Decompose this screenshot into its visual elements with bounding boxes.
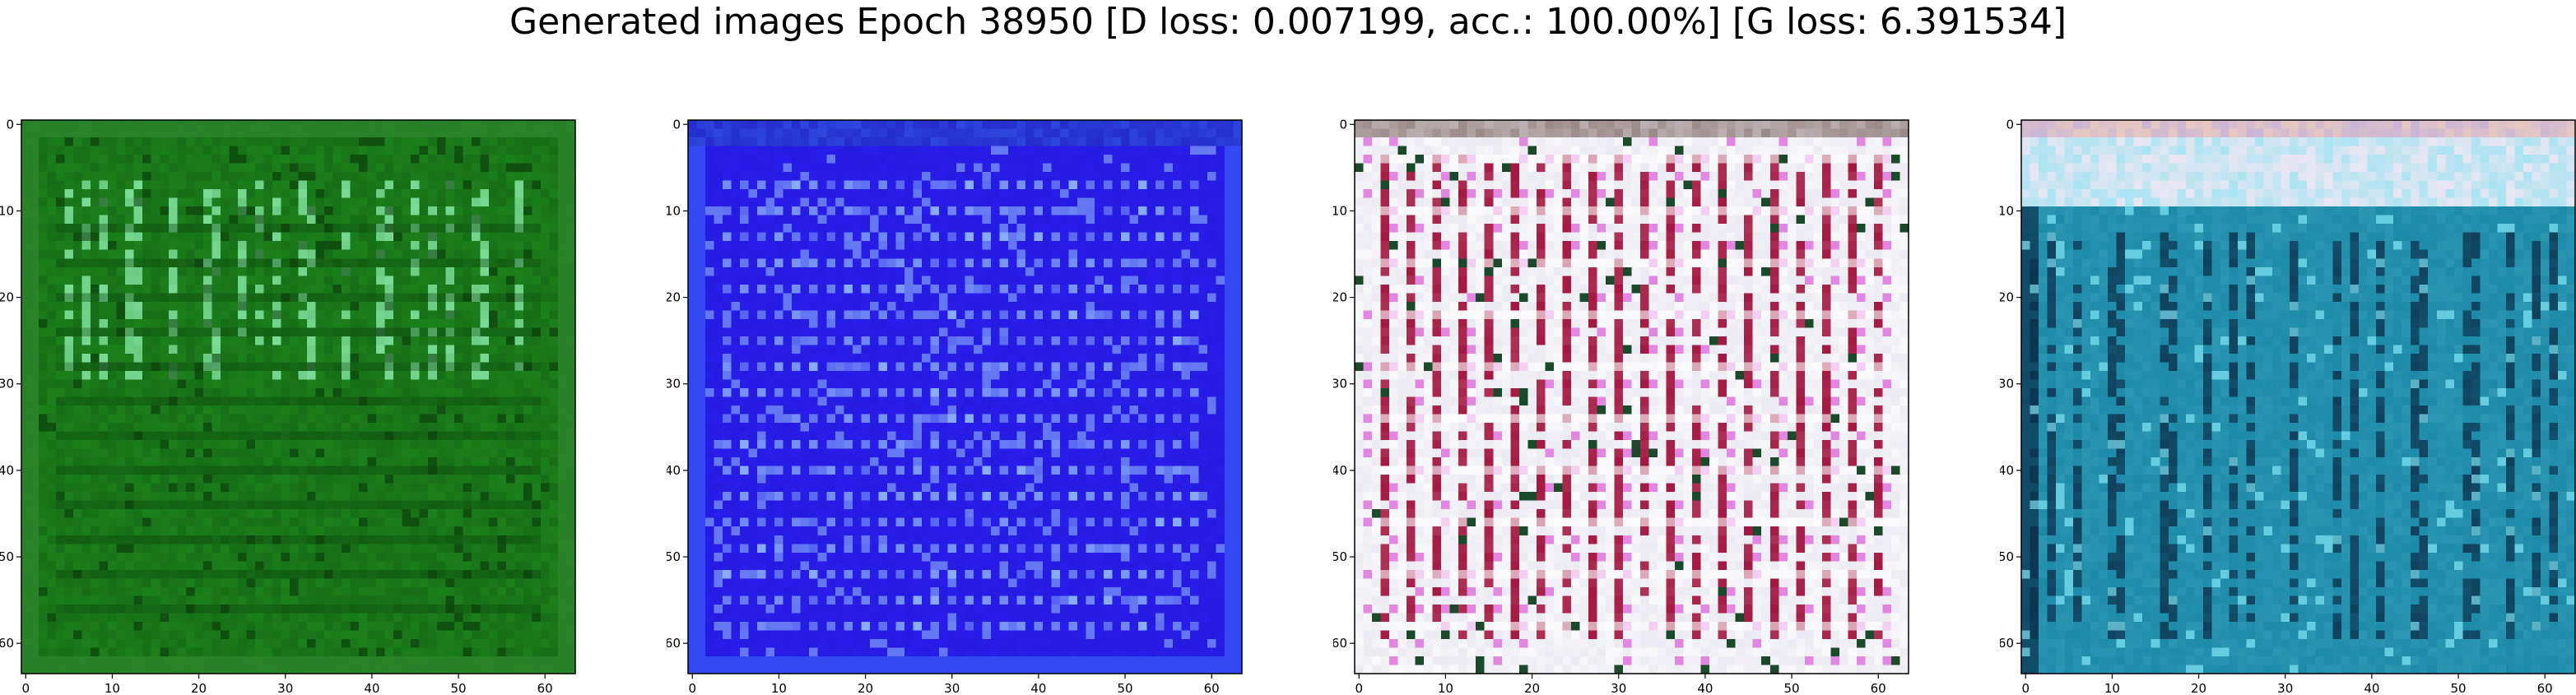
y-tick-label: 0 <box>1339 117 1347 132</box>
y-tick-label: 20 <box>1333 290 1347 305</box>
y-tick-label: 30 <box>1333 377 1347 392</box>
x-tick-label: 60 <box>537 681 553 695</box>
x-tick-label: 60 <box>2537 681 2553 695</box>
y-tick-label: 40 <box>0 463 14 478</box>
y-tick-label: 20 <box>667 290 681 305</box>
y-tick-label: 40 <box>1333 463 1347 478</box>
x-tick-label: 40 <box>1030 681 1046 695</box>
subplot-4-svg: 0 10 20 30 40 50 60 0 10 20 30 40 50 60 <box>2000 117 2576 695</box>
image-pixels <box>1355 120 1909 674</box>
x-tick-label: 0 <box>688 681 696 695</box>
y-tick-label: 60 <box>2000 636 2014 651</box>
subplot-4: 0 10 20 30 40 50 60 0 10 20 30 40 50 60 <box>2000 0 2576 695</box>
y-tick-label: 10 <box>1333 203 1347 218</box>
y-tick-label: 10 <box>0 203 14 218</box>
x-tick-label: 30 <box>944 681 960 695</box>
x-tick-label: 0 <box>21 681 30 695</box>
x-tick-label: 20 <box>1524 681 1540 695</box>
x-tick-label: 50 <box>1117 681 1132 695</box>
subplot-3: 0 10 20 30 40 50 60 0 10 20 30 40 50 60 <box>1333 0 1918 695</box>
x-tick-label: 40 <box>364 681 379 695</box>
x-tick-label: 30 <box>277 681 293 695</box>
x-tick-label: 10 <box>1438 681 1453 695</box>
x-tick-label: 20 <box>858 681 873 695</box>
x-tick-label: 10 <box>105 681 120 695</box>
subplot-1-svg: 0 10 20 30 40 50 60 0 10 20 30 40 50 60 <box>0 117 576 695</box>
x-tick-label: 20 <box>2191 681 2206 695</box>
subplot-2: 0 10 20 30 40 50 60 0 10 20 30 40 50 60 <box>667 0 1251 695</box>
y-tick-label: 50 <box>1333 549 1347 564</box>
x-tick-label: 50 <box>1783 681 1799 695</box>
x-tick-label: 40 <box>1697 681 1713 695</box>
y-tick-label: 0 <box>6 117 14 132</box>
y-tick-label: 40 <box>2000 463 2014 478</box>
y-tick-label: 50 <box>667 549 681 564</box>
y-tick-label: 50 <box>2000 549 2014 564</box>
x-tick-label: 10 <box>771 681 787 695</box>
y-tick-label: 40 <box>667 463 681 478</box>
y-tick-label: 30 <box>0 377 14 392</box>
y-tick-label: 0 <box>672 117 681 132</box>
x-tick-label: 0 <box>2021 681 2030 695</box>
x-tick-label: 60 <box>1204 681 1220 695</box>
axes-frame <box>687 119 1243 674</box>
y-tick-label: 20 <box>0 290 14 305</box>
axes-frame <box>1354 119 1909 674</box>
x-tick-label: 60 <box>1871 681 1886 695</box>
x-tick-label: 40 <box>2364 681 2379 695</box>
axes-frame <box>2020 119 2576 674</box>
y-tick-label: 0 <box>2006 117 2014 132</box>
y-tick-label: 60 <box>0 636 14 651</box>
y-tick-label: 60 <box>667 636 681 651</box>
subplot-1: 0 10 20 30 40 50 60 0 10 20 30 40 50 60 <box>0 0 584 695</box>
y-tick-label: 20 <box>2000 290 2014 305</box>
x-tick-label: 30 <box>1611 681 1626 695</box>
y-tick-label: 10 <box>2000 203 2014 218</box>
x-tick-label: 30 <box>2277 681 2293 695</box>
axes-frame <box>21 119 576 674</box>
subplot-3-svg: 0 10 20 30 40 50 60 0 10 20 30 40 50 60 <box>1333 117 1909 695</box>
x-tick-label: 20 <box>191 681 207 695</box>
y-tick-label: 30 <box>2000 377 2014 392</box>
y-tick-label: 10 <box>667 203 681 218</box>
x-tick-label: 50 <box>450 681 466 695</box>
image-pixels <box>21 120 576 674</box>
subplot-2-svg: 0 10 20 30 40 50 60 0 10 20 30 40 50 60 <box>667 117 1243 695</box>
y-tick-label: 60 <box>1333 636 1347 651</box>
x-tick-label: 10 <box>2104 681 2120 695</box>
x-tick-label: 50 <box>2450 681 2466 695</box>
figure-title: Generated images Epoch 38950 [D loss: 0.… <box>509 1 2067 43</box>
x-tick-label: 0 <box>1355 681 1363 695</box>
y-tick-label: 50 <box>0 549 14 564</box>
y-tick-label: 30 <box>667 377 681 392</box>
image-pixels <box>2021 120 2576 674</box>
image-pixels <box>688 120 1243 674</box>
